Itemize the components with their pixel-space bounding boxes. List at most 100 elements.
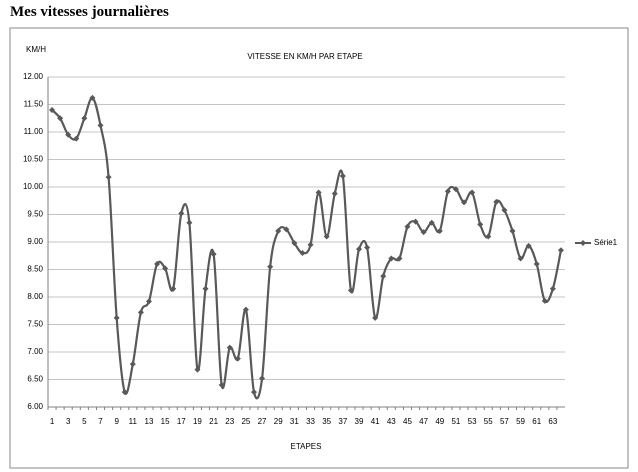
data-point bbox=[517, 255, 524, 262]
y-tick-label: 6.00 bbox=[27, 402, 43, 411]
x-tick-label: 43 bbox=[387, 417, 396, 426]
x-tick-label: 59 bbox=[516, 417, 525, 426]
x-tick-label: 19 bbox=[193, 417, 202, 426]
data-point bbox=[154, 261, 161, 267]
data-point bbox=[121, 389, 128, 396]
data-point bbox=[57, 115, 64, 122]
y-tick-label: 8.00 bbox=[27, 292, 43, 301]
chart-border bbox=[9, 27, 629, 469]
data-point bbox=[420, 229, 427, 236]
data-point bbox=[65, 131, 72, 138]
x-tick-label: 57 bbox=[500, 417, 509, 426]
data-point bbox=[291, 240, 298, 247]
data-point bbox=[461, 199, 468, 206]
data-point bbox=[364, 244, 371, 251]
y-tick-label: 10.00 bbox=[23, 182, 44, 191]
data-point bbox=[541, 297, 548, 304]
data-point bbox=[428, 219, 435, 226]
y-tick-label: 7.50 bbox=[27, 320, 43, 329]
data-point bbox=[549, 285, 556, 292]
data-point bbox=[226, 344, 233, 351]
data-point bbox=[396, 255, 403, 262]
data-point bbox=[331, 190, 338, 197]
data-point bbox=[162, 265, 169, 272]
data-point bbox=[412, 218, 419, 225]
x-tick-label: 11 bbox=[129, 417, 138, 426]
data-point bbox=[307, 241, 314, 248]
legend-marker bbox=[580, 240, 586, 246]
data-point bbox=[436, 228, 443, 234]
x-tick-label: 13 bbox=[145, 417, 154, 426]
data-point bbox=[242, 306, 249, 313]
data-point bbox=[129, 361, 136, 368]
data-point bbox=[525, 242, 532, 249]
data-point bbox=[283, 226, 290, 233]
data-point bbox=[380, 273, 387, 280]
data-point bbox=[347, 287, 354, 294]
x-tick-label: 63 bbox=[548, 417, 557, 426]
x-tick-label: 33 bbox=[306, 417, 315, 426]
data-point bbox=[509, 228, 516, 234]
y-tick-label: 10.50 bbox=[23, 155, 44, 164]
x-tick-label: 45 bbox=[403, 417, 412, 426]
x-tick-label: 51 bbox=[451, 417, 460, 426]
y-tick-label: 9.00 bbox=[27, 237, 43, 246]
y-tick-label: 11.00 bbox=[24, 127, 44, 136]
x-tick-label: 41 bbox=[371, 417, 380, 426]
x-tick-label: 47 bbox=[419, 417, 428, 426]
data-point bbox=[493, 198, 500, 205]
data-point bbox=[477, 221, 484, 228]
data-point bbox=[137, 309, 144, 316]
data-point bbox=[113, 314, 120, 321]
x-tick-label: 29 bbox=[274, 417, 283, 426]
data-point bbox=[404, 223, 411, 230]
page-heading: Mes vitesses journalières bbox=[10, 4, 169, 20]
x-tick-label: 27 bbox=[258, 417, 267, 426]
data-point bbox=[49, 107, 56, 113]
y-tick-label: 11.50 bbox=[24, 100, 44, 109]
x-tick-label: 3 bbox=[66, 417, 71, 426]
x-tick-label: 9 bbox=[114, 417, 119, 426]
x-tick-label: 53 bbox=[468, 417, 477, 426]
x-tick-label: 17 bbox=[177, 417, 186, 426]
data-point bbox=[388, 255, 395, 262]
data-point bbox=[444, 188, 451, 195]
legend-label: Série1 bbox=[594, 238, 618, 247]
data-point bbox=[469, 189, 476, 196]
y-tick-label: 9.50 bbox=[27, 210, 43, 219]
data-point bbox=[356, 246, 363, 253]
data-point bbox=[533, 261, 540, 267]
data-point bbox=[267, 263, 274, 270]
y-tick-label: 7.00 bbox=[27, 347, 43, 356]
x-tick-label: 25 bbox=[241, 417, 250, 426]
y-tick-label: 8.50 bbox=[27, 265, 43, 274]
x-tick-label: 55 bbox=[484, 417, 493, 426]
data-point bbox=[452, 186, 459, 193]
x-tick-label: 49 bbox=[435, 417, 444, 426]
x-axis-label: ETAPES bbox=[291, 442, 322, 451]
data-point bbox=[372, 314, 379, 321]
x-tick-label: 61 bbox=[532, 417, 541, 426]
data-point bbox=[186, 219, 193, 226]
x-tick-label: 37 bbox=[338, 417, 347, 426]
x-tick-label: 21 bbox=[209, 417, 218, 426]
data-point bbox=[97, 122, 104, 129]
data-point bbox=[339, 173, 346, 179]
x-tick-label: 1 bbox=[50, 417, 55, 426]
chart-title: VITESSE EN KM/H PAR ETAPE bbox=[247, 52, 362, 61]
data-point bbox=[202, 285, 209, 292]
x-tick-label: 15 bbox=[161, 417, 170, 426]
data-point bbox=[259, 375, 266, 382]
data-point bbox=[145, 298, 152, 305]
x-tick-label: 23 bbox=[225, 417, 234, 426]
data-point bbox=[210, 251, 217, 258]
data-point bbox=[73, 135, 80, 142]
y-axis-label: KM/H bbox=[26, 45, 46, 54]
y-tick-label: 6.50 bbox=[27, 375, 43, 384]
x-tick-label: 31 bbox=[290, 417, 299, 426]
x-tick-label: 39 bbox=[355, 417, 364, 426]
data-point bbox=[557, 247, 564, 254]
data-point bbox=[299, 250, 306, 256]
